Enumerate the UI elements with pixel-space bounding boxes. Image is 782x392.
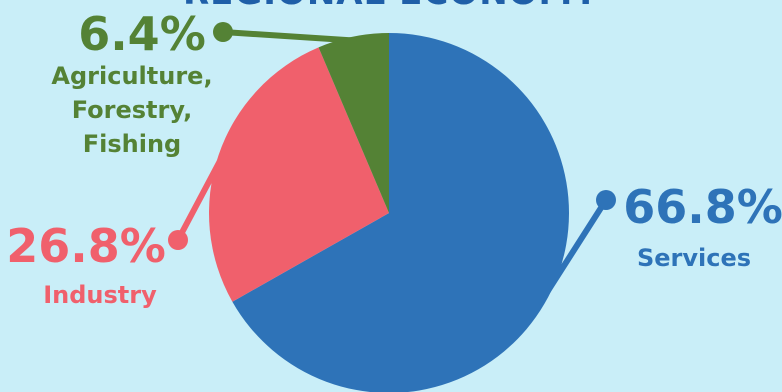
pie-slice-industry bbox=[209, 47, 389, 302]
slice-label-industry: Industry bbox=[43, 281, 157, 309]
slice-value-services: 66.8% bbox=[623, 180, 782, 234]
chart-title: REGIONAL ECONOMY bbox=[0, 0, 782, 13]
pie-slices bbox=[209, 33, 569, 392]
leader-line-services bbox=[538, 197, 609, 305]
pie-slice-agriculture bbox=[318, 33, 389, 213]
leader-line-industry bbox=[175, 153, 226, 243]
leader-dot-services bbox=[596, 190, 616, 210]
pie-slice-services bbox=[232, 33, 569, 392]
slice-label-services: Services bbox=[637, 244, 751, 272]
leader-dot-agriculture bbox=[213, 22, 233, 42]
leader-line-agriculture bbox=[220, 29, 357, 44]
slice-value-industry: 26.8% bbox=[6, 219, 166, 273]
slice-label-agriculture-line1: Agriculture, bbox=[51, 62, 212, 90]
slice-value-agriculture: 6.4% bbox=[78, 7, 206, 61]
leader-dot-industry bbox=[168, 230, 188, 250]
slice-label-agriculture-line3: Fishing bbox=[83, 130, 181, 158]
leader-lines bbox=[168, 22, 616, 305]
slice-label-agriculture-line2: Forestry, bbox=[72, 96, 193, 124]
